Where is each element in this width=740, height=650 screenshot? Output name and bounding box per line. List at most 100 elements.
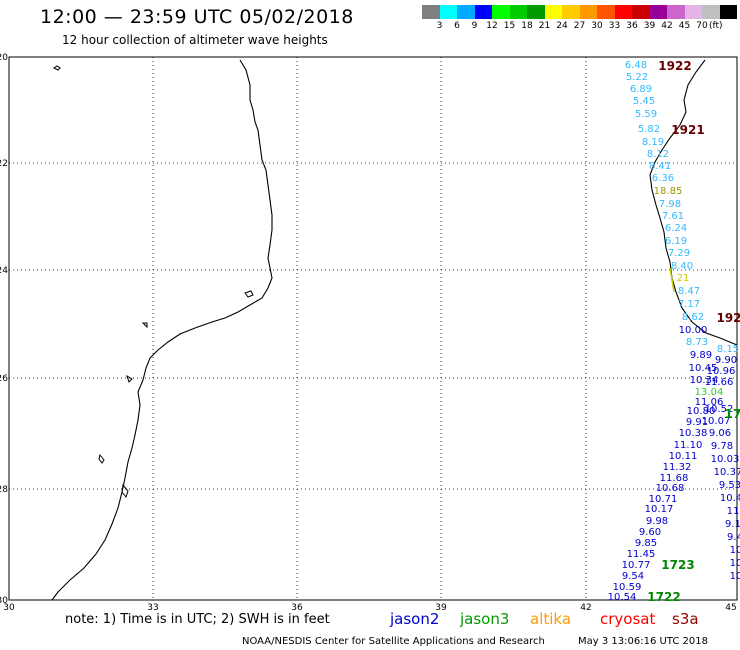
track-a-value: 10.11 bbox=[669, 451, 698, 462]
satellite-jason2: jason2 bbox=[390, 610, 440, 628]
legend-swatch bbox=[492, 5, 510, 19]
x-axis-label: 36 bbox=[291, 603, 303, 613]
track-a-value: 7.98 bbox=[659, 199, 681, 210]
pass-time-label: 17 bbox=[725, 407, 740, 421]
track-b-value: 8.15 bbox=[717, 344, 739, 355]
track-a-value: 8.12 bbox=[647, 149, 669, 160]
pass-time-label: 1723 bbox=[661, 558, 694, 572]
legend-label: 21 bbox=[538, 21, 551, 31]
coast-islet bbox=[53, 65, 61, 71]
track-b-value: 9.06 bbox=[709, 428, 731, 439]
legend-unit: (ft) bbox=[709, 21, 723, 31]
legend-label: 42 bbox=[661, 21, 673, 31]
track-a-value: 10.54 bbox=[608, 592, 637, 603]
track-b-value: 9.4 bbox=[727, 532, 740, 543]
track-a-value: 5.22 bbox=[626, 72, 648, 83]
coast-islet bbox=[121, 483, 129, 499]
timestamp-text: May 3 13:06:16 UTC 2018 bbox=[578, 636, 708, 647]
x-axis-label: 39 bbox=[435, 603, 447, 613]
y-axis-label: -24 bbox=[0, 266, 8, 276]
page-subtitle: 12 hour collection of altimeter wave hei… bbox=[62, 33, 328, 47]
color-legend: 3 6 9 12 15 18 21 24 27 30 33 36 39 42 45 70 bbox=[422, 5, 737, 31]
track-a-value: 21 bbox=[677, 273, 690, 284]
legend-swatch bbox=[509, 5, 527, 19]
track-a-values: 6.485.226.895.45 5.59 5.82 8.198.128.416.36… bbox=[608, 60, 724, 603]
x-axis-label: 45 bbox=[725, 603, 736, 613]
legend-swatch bbox=[632, 5, 650, 19]
track-a-value: 6.89 bbox=[630, 84, 652, 95]
pass-time-label: 1722 bbox=[647, 590, 680, 604]
mozambique-coastline bbox=[51, 59, 273, 601]
track-a-value: 11.45 bbox=[627, 549, 656, 560]
track-b-value: 10.03 bbox=[711, 454, 740, 465]
y-axis-label: -22 bbox=[0, 159, 8, 169]
track-a-value: 6.24 bbox=[665, 223, 687, 234]
track-a-value: 6.19 bbox=[665, 236, 687, 247]
track-a-value: 11.10 bbox=[674, 440, 703, 451]
track-a-value: 7.29 bbox=[668, 248, 690, 259]
legend-swatch bbox=[597, 5, 615, 19]
x-axis-label: 42 bbox=[580, 603, 591, 613]
legend-swatch bbox=[439, 5, 457, 19]
track-a-value: 8.19 bbox=[642, 137, 664, 148]
legend-label: 6 bbox=[454, 21, 460, 31]
track-a-value: 9.60 bbox=[639, 527, 661, 538]
track-b-value: 9.1 bbox=[725, 519, 740, 530]
legend-swatch bbox=[649, 5, 667, 19]
legend-label: 45 bbox=[678, 21, 691, 31]
footer-note: note: 1) Time is in UTC; 2) SWH is in fe… bbox=[65, 612, 330, 627]
x-axis-label: 33 bbox=[147, 603, 158, 613]
track-b-value: 10.96 bbox=[707, 366, 736, 377]
track-b-value: 10.52 bbox=[705, 404, 734, 415]
track-a-value: 10.38 bbox=[679, 428, 708, 439]
legend-label: 9 bbox=[471, 21, 478, 31]
track-a-value: 8.40 bbox=[671, 261, 693, 272]
track-a-value: 18.85 bbox=[654, 186, 683, 197]
track-a-value: 10.77 bbox=[622, 560, 651, 571]
track-a-value: 11.68 bbox=[660, 473, 689, 484]
legend-label: 30 bbox=[591, 21, 603, 31]
track-a-value: 7.17 bbox=[678, 299, 700, 310]
track-a-value: 6.48 bbox=[625, 60, 647, 71]
track-b-value: 10 bbox=[730, 545, 740, 556]
y-axis-label: -26 bbox=[0, 374, 8, 384]
track-a-value: 5.45 bbox=[633, 96, 655, 107]
coast-islet bbox=[141, 322, 148, 329]
legend-swatch bbox=[684, 5, 702, 19]
y-axis-label: -30 bbox=[0, 596, 8, 606]
track-b-value: 10.4 bbox=[720, 493, 740, 504]
y-axis-label: -28 bbox=[0, 485, 8, 495]
legend-labels: 3 6 9 12 15 18 21 24 27 30 33 36 39 42 45 70 bbox=[422, 21, 740, 33]
satellite-jason3: jason3 bbox=[460, 610, 510, 628]
x-axis-label: 30 bbox=[3, 603, 15, 613]
track-b-value: 9.90 bbox=[715, 355, 737, 366]
track-a-value: 13.04 bbox=[695, 387, 724, 398]
track-a-value: 10.80 bbox=[687, 406, 716, 417]
track-a-value: 11.32 bbox=[663, 462, 692, 473]
legend-swatch bbox=[527, 5, 545, 19]
track-a-value: 9.85 bbox=[635, 538, 657, 549]
legend-swatch bbox=[719, 5, 737, 19]
track-a-value: 9.89 bbox=[690, 350, 712, 361]
track-b-value: 11.66 bbox=[705, 377, 734, 388]
track-a-value: 7.61 bbox=[662, 211, 684, 222]
legend-label: 27 bbox=[573, 21, 586, 31]
coast-islet bbox=[244, 290, 254, 298]
track-a-value: 8.62 bbox=[682, 312, 704, 323]
legend-swatch bbox=[579, 5, 597, 19]
legend-swatch bbox=[422, 5, 440, 19]
track-a-value: 10.68 bbox=[656, 483, 685, 494]
map-frame bbox=[8, 56, 738, 601]
track-a-value: 10.00 bbox=[679, 325, 708, 336]
page-title: 12:00 — 23:59 UTC 05/02/2018 bbox=[40, 6, 354, 28]
coast-islet bbox=[98, 453, 105, 464]
track-a-value: 9.98 bbox=[646, 516, 668, 527]
madagascar-coastline bbox=[649, 59, 738, 346]
satellite-s3a: s3a bbox=[672, 610, 699, 628]
track-b-value: 9.78 bbox=[711, 441, 733, 452]
track-b-value: 10 bbox=[730, 558, 740, 569]
track-a-value: 10.34 bbox=[690, 375, 719, 386]
track-a-value: 10.59 bbox=[613, 582, 642, 593]
legend-swatch bbox=[702, 5, 720, 19]
